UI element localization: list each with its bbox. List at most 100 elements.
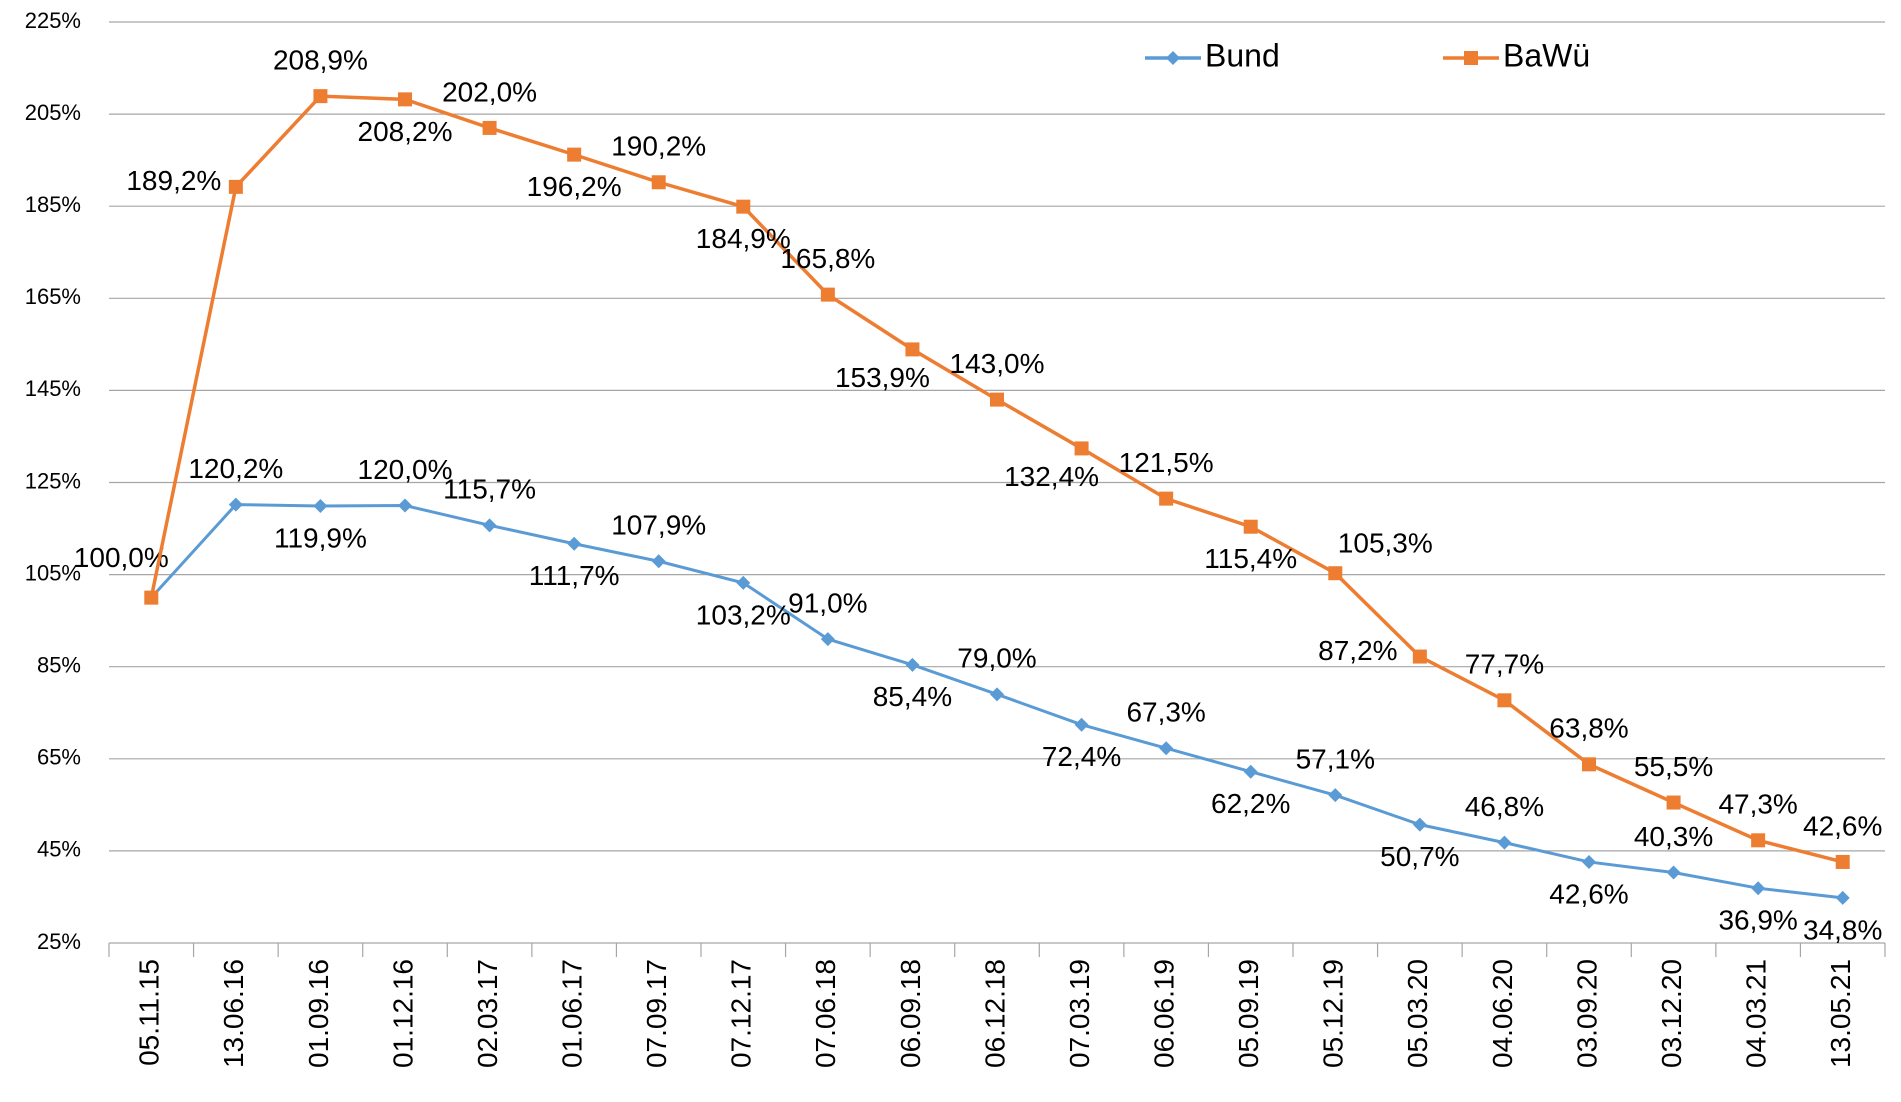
data-label: 202,0%: [442, 76, 537, 107]
data-label: 119,9%: [274, 522, 367, 553]
data-label: 42,6%: [1803, 810, 1882, 841]
data-label: 115,4%: [1204, 543, 1297, 574]
point: [651, 554, 666, 569]
data-label: 153,9%: [835, 362, 930, 393]
point: [1159, 741, 1174, 756]
point: [1497, 693, 1512, 708]
point: [905, 342, 920, 357]
x-tick-label: 01.12.16: [387, 959, 418, 1068]
point: [820, 632, 835, 647]
data-label: 72,4%: [1042, 741, 1121, 772]
x-tick-label: 05.03.20: [1402, 959, 1433, 1068]
point: [1582, 757, 1596, 772]
data-label: 120,0%: [358, 454, 453, 485]
point: [1243, 519, 1258, 534]
x-tick-label: 13.05.21: [1825, 959, 1856, 1068]
point: [1497, 835, 1512, 850]
x-tick-label: 06.12.18: [979, 959, 1010, 1068]
data-label: 165,8%: [780, 243, 875, 274]
data-label: 115,7%: [443, 474, 536, 505]
x-tick-label: 05.09.19: [1233, 959, 1264, 1068]
point: [567, 147, 582, 162]
y-tick-label: 205%: [25, 100, 81, 125]
data-label: 189,2%: [126, 165, 221, 196]
point: [1412, 817, 1427, 832]
data-label: 50,7%: [1380, 841, 1459, 872]
point: [1666, 795, 1681, 810]
point: [736, 199, 751, 214]
point: [1751, 881, 1766, 896]
x-tick-label: 03.12.20: [1656, 959, 1687, 1068]
y-tick-label: 165%: [25, 284, 81, 309]
data-label: 121,5%: [1119, 447, 1214, 478]
x-tick-label: 07.12.17: [726, 959, 757, 1068]
x-tick-label: 05.12.19: [1318, 959, 1349, 1068]
y-tick-label: 125%: [25, 468, 81, 493]
point: [482, 518, 497, 533]
x-tick-label: 02.03.17: [472, 959, 503, 1068]
x-tick-label: 05.11.15: [134, 959, 165, 1066]
data-label: 63,8%: [1549, 713, 1628, 744]
data-label: 120,2%: [188, 453, 283, 484]
point: [990, 392, 1004, 407]
point: [398, 92, 412, 107]
point: [1835, 854, 1850, 869]
point: [313, 89, 328, 104]
point: [1328, 566, 1343, 581]
legend-label: Bund: [1205, 37, 1280, 73]
point: [313, 498, 328, 513]
data-label: 47,3%: [1718, 789, 1797, 820]
x-tick-label: 01.06.17: [557, 959, 588, 1068]
data-label: 111,7%: [529, 560, 620, 591]
point: [1243, 764, 1258, 779]
data-label: 34,8%: [1803, 914, 1882, 945]
data-label: 208,2%: [358, 116, 453, 147]
data-label: 55,5%: [1634, 751, 1713, 782]
data-label: 100,0%: [74, 542, 169, 573]
data-label: 91,0%: [788, 587, 867, 618]
point: [482, 120, 497, 135]
x-tick-label: 01.09.16: [303, 959, 334, 1068]
point: [1074, 717, 1089, 732]
data-label: 103,2%: [696, 599, 791, 630]
point: [990, 687, 1004, 702]
x-tick-label: 04.03.21: [1741, 959, 1772, 1068]
x-tick-label: 13.06.16: [218, 959, 249, 1068]
point: [228, 497, 243, 512]
point: [1412, 649, 1427, 664]
data-label: 107,9%: [611, 510, 706, 541]
point: [1159, 491, 1174, 506]
x-tick-label: 07.03.19: [1064, 959, 1095, 1068]
data-label: 85,4%: [873, 681, 952, 712]
x-tick-label: 04.06.20: [1487, 959, 1518, 1068]
data-label: 62,2%: [1211, 788, 1290, 819]
point: [905, 657, 920, 672]
point: [228, 179, 243, 194]
point: [398, 498, 412, 513]
point: [820, 287, 835, 302]
data-label: 196,2%: [527, 171, 622, 202]
point: [144, 590, 159, 605]
point: [1582, 854, 1596, 869]
x-tick-label: 07.09.17: [641, 959, 672, 1068]
y-tick-label: 85%: [37, 653, 81, 678]
data-label: 105,3%: [1338, 528, 1433, 559]
x-tick-label: 06.09.18: [895, 959, 926, 1068]
point: [1074, 441, 1089, 456]
data-label: 208,9%: [273, 45, 368, 76]
point: [1328, 788, 1343, 803]
legend-label: BaWü: [1503, 37, 1590, 73]
legend-marker: [1166, 51, 1180, 65]
data-label: 132,4%: [1004, 461, 1099, 492]
point: [1751, 833, 1766, 848]
data-label: 57,1%: [1296, 744, 1375, 775]
data-label: 42,6%: [1549, 878, 1628, 909]
data-label: 46,8%: [1465, 791, 1544, 822]
data-label: 67,3%: [1126, 697, 1205, 728]
point: [651, 175, 666, 190]
x-tick-label: 06.06.19: [1149, 959, 1180, 1068]
x-tick-label: 07.06.18: [810, 959, 841, 1068]
data-label: 40,3%: [1634, 821, 1713, 852]
legend-marker: [1464, 51, 1478, 65]
y-tick-label: 65%: [37, 745, 81, 770]
